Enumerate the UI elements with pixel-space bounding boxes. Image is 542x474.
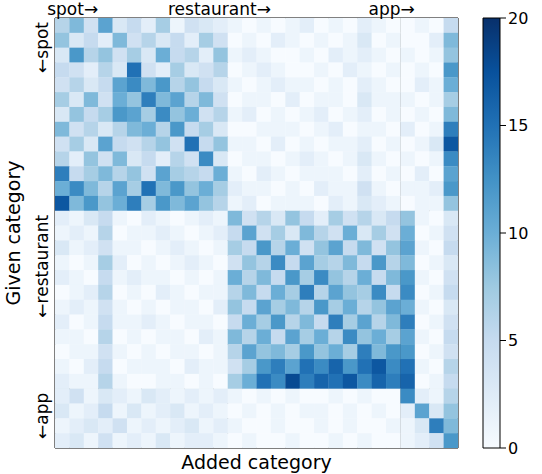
svg-text:5: 5 <box>508 331 518 350</box>
svg-text:restaurant→: restaurant→ <box>168 0 271 19</box>
svg-text:spot→: spot→ <box>47 0 98 19</box>
svg-text:Added category: Added category <box>181 451 332 473</box>
svg-text:10: 10 <box>508 224 528 243</box>
svg-text:0: 0 <box>508 439 518 458</box>
svg-text:←app: ←app <box>32 393 52 439</box>
svg-text:app→: app→ <box>369 0 415 19</box>
svg-text:15: 15 <box>508 116 528 135</box>
svg-text:←spot: ←spot <box>32 22 52 73</box>
svg-text:←restaurant: ←restaurant <box>32 214 52 317</box>
svg-text:Given category: Given category <box>8 161 24 306</box>
svg-text:20: 20 <box>508 9 528 28</box>
